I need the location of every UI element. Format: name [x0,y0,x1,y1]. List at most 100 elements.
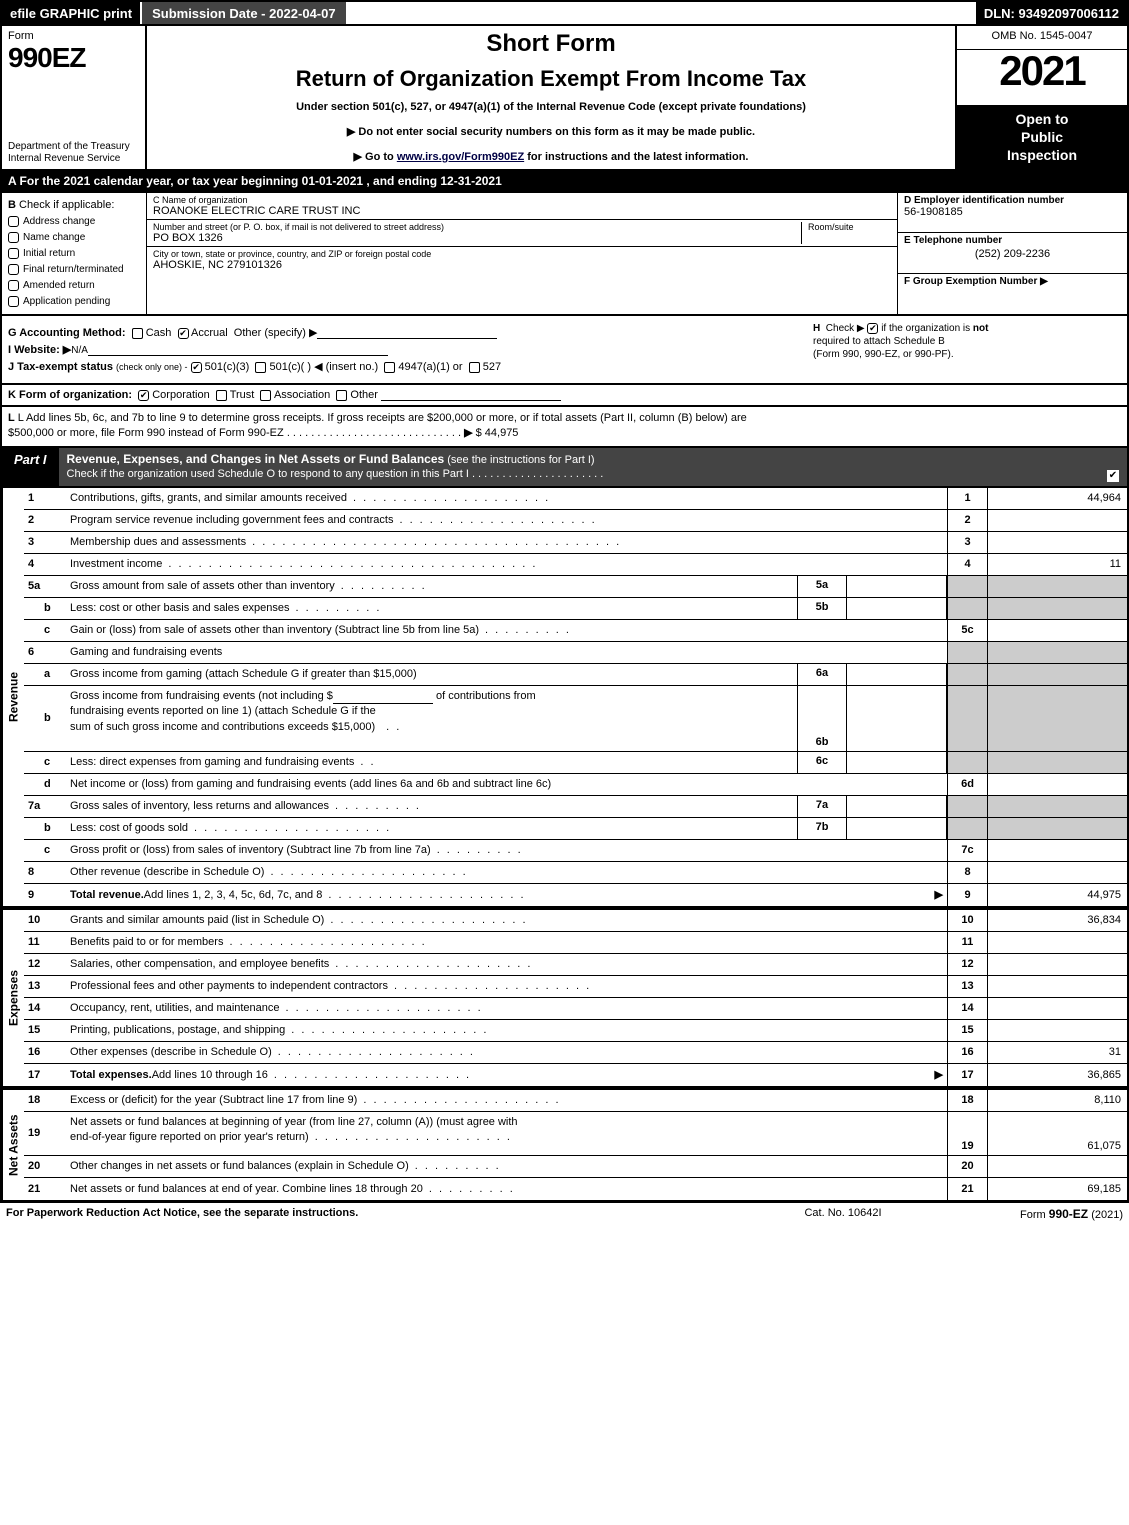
footer-catalog: Cat. No. 10642I [743,1207,943,1221]
city-label: City or town, state or province, country… [153,249,891,259]
arrow-icon: ▶ [935,1068,943,1081]
line-val [987,796,1127,817]
line-num: 11 [24,932,66,953]
c-label: C Name of organization [153,195,891,205]
line-rnum: 5c [947,620,987,641]
line-val: 44,964 [987,488,1127,509]
phone-value: (252) 209-2236 [904,246,1121,260]
line-num: 18 [24,1090,66,1111]
expenses-table: Expenses 10 Grants and similar amounts p… [0,908,1129,1088]
line-rnum: 11 [947,932,987,953]
line-val [987,774,1127,795]
radio-trust[interactable] [216,390,227,401]
line-6a: a Gross income from gaming (attach Sched… [24,664,1127,686]
return-title: Return of Organization Exempt From Incom… [153,66,949,92]
dln-label: DLN: 93492097006112 [976,2,1127,24]
line-num: 9 [24,884,66,906]
line-rnum: 19 [947,1112,987,1155]
part1-tab: Part I [2,448,59,486]
inline-val [847,752,947,773]
goto-post: for instructions and the latest informat… [524,151,748,163]
line-num: c [24,752,66,773]
line-rnum [947,598,987,619]
inline-val [847,576,947,597]
checkbox-icon [8,232,19,243]
h-column: H Check ▶ if the organization is not req… [807,316,1127,383]
line-desc: Benefits paid to or for members. . . . .… [66,932,947,953]
goto-link[interactable]: www.irs.gov/Form990EZ [397,151,524,163]
line-7a: 7a Gross sales of inventory, less return… [24,796,1127,818]
part1-sub-dots: . . . . . . . . . . . . . . . . . . . . … [472,468,603,480]
h-not: not [973,323,989,334]
line-val: 11 [987,554,1127,575]
accrual-label: Accrual [191,327,228,339]
bf-grid: B Check if applicable: Address change Na… [0,193,1129,317]
radio-association[interactable] [260,390,271,401]
l-row: L L Add lines 5b, 6c, and 7b to line 9 t… [0,407,1129,448]
chk-accrual[interactable] [178,328,189,339]
h-letter: H [813,323,820,334]
b-subhead: Check if applicable: [19,199,114,211]
line-19: 19 Net assets or fund balances at beginn… [24,1112,1127,1156]
chk-corporation[interactable] [138,390,149,401]
line-desc: Less: cost of goods sold. . . . . . . . … [66,818,797,839]
line-rnum: 10 [947,910,987,931]
chk-amended-return[interactable]: Amended return [8,278,140,293]
line-desc: Gross amount from sale of assets other t… [66,576,797,597]
line-rnum: 12 [947,954,987,975]
addr-label: Number and street (or P. O. box, if mail… [153,222,801,232]
revenue-side-label: Revenue [2,488,24,906]
other-blank[interactable] [317,327,497,339]
footer-right: Form 990-EZ (2021) [943,1207,1123,1221]
line-desc: Printing, publications, postage, and shi… [66,1020,947,1041]
line-5c: c Gain or (loss) from sale of assets oth… [24,620,1127,642]
org-name-row: C Name of organization ROANOKE ELECTRIC … [147,193,897,220]
line-val [987,620,1127,641]
line-rnum [947,818,987,839]
column-def: D Employer identification number 56-1908… [897,193,1127,315]
line-num: 6 [24,642,66,663]
d-label: D Employer identification number [904,195,1121,206]
radio-501c[interactable] [255,362,266,373]
chk-501c3[interactable] [191,362,202,373]
form-word: Form [8,30,139,42]
line-val [987,532,1127,553]
radio-other-org[interactable] [336,390,347,401]
inline-val [847,598,947,619]
radio-4947[interactable] [384,362,395,373]
chk-label: Address change [23,214,95,229]
line-rnum: 17 [947,1064,987,1086]
line-rnum [947,796,987,817]
part1-subtitle: Check if the organization used Schedule … [67,468,469,480]
chk-name-change[interactable]: Name change [8,230,140,245]
chk-label: Application pending [23,294,110,309]
line-rnum: 2 [947,510,987,531]
line-num: d [24,774,66,795]
radio-cash[interactable] [132,328,143,339]
line-rnum: 1 [947,488,987,509]
part1-checkbox[interactable]: ✔ [1107,470,1119,482]
chk-address-change[interactable]: Address change [8,214,140,229]
radio-527[interactable] [469,362,480,373]
contrib-blank [333,692,433,704]
line-desc: Gross income from fundraising events (no… [66,686,797,751]
line-4: 4 Investment income. . . . . . . . . . .… [24,554,1127,576]
chk-h[interactable] [867,323,878,334]
part1-check-holder: ✔ [1099,448,1127,486]
chk-initial-return[interactable]: Initial return [8,246,140,261]
line-desc: Gross sales of inventory, less returns a… [66,796,797,817]
inline-num: 7b [797,818,847,839]
chk-application-pending[interactable]: Application pending [8,294,140,309]
org-name: ROANOKE ELECTRIC CARE TRUST INC [153,205,891,217]
d-cell: D Employer identification number 56-1908… [898,193,1127,234]
inline-num: 5a [797,576,847,597]
line-val: 36,865 [987,1064,1127,1086]
city-value: AHOSKIE, NC 279101326 [153,259,891,271]
revenue-rows: 1 Contributions, gifts, grants, and simi… [24,488,1127,906]
assoc-label: Association [274,389,330,401]
line-val: 69,185 [987,1178,1127,1200]
line-rnum: 20 [947,1156,987,1177]
chk-final-return[interactable]: Final return/terminated [8,262,140,277]
line-num: 2 [24,510,66,531]
line-desc: Occupancy, rent, utilities, and maintena… [66,998,947,1019]
